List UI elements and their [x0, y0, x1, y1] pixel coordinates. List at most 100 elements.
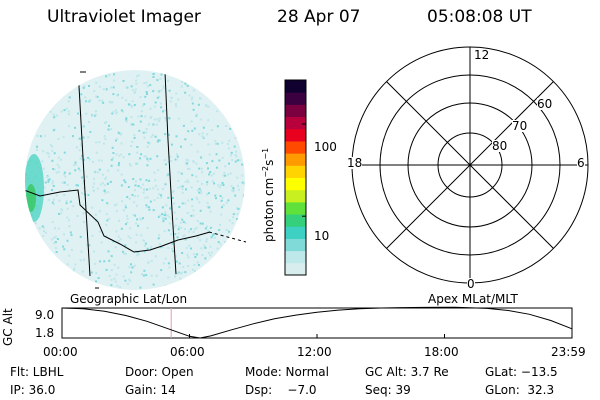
image-speckle — [70, 248, 73, 251]
image-speckle — [114, 280, 117, 283]
image-speckle — [114, 246, 117, 249]
image-speckle — [175, 158, 178, 161]
image-speckle — [179, 185, 182, 188]
image-speckle — [119, 238, 122, 241]
image-speckle — [196, 113, 198, 116]
image-speckle — [132, 213, 135, 216]
image-speckle — [47, 179, 50, 182]
image-speckle — [104, 122, 106, 124]
image-speckle — [149, 84, 152, 87]
altitude-xtick-label: 18:00 — [424, 345, 459, 359]
coastline-outside — [208, 231, 247, 243]
altitude-ytick-min: 1.8 — [35, 326, 55, 340]
altitude-xtick-label: 23:59 — [551, 345, 586, 359]
image-speckle — [67, 100, 70, 103]
image-speckle — [36, 145, 38, 148]
image-speckle — [216, 125, 219, 128]
image-speckle — [193, 228, 196, 231]
image-speckle — [164, 217, 167, 220]
image-speckle — [195, 253, 198, 256]
mlt-label-18: 18 — [347, 156, 363, 170]
image-speckle — [177, 186, 180, 189]
image-speckle — [109, 180, 112, 183]
image-speckle — [68, 254, 71, 257]
mlt-label-0: 0 — [467, 277, 475, 291]
image-speckle — [231, 222, 234, 225]
image-speckle — [190, 228, 193, 231]
image-speckle — [157, 139, 160, 142]
colorbar-cell — [285, 116, 306, 130]
image-speckle — [121, 96, 124, 99]
image-speckle — [136, 204, 138, 207]
image-speckle — [105, 223, 108, 226]
image-speckle — [98, 159, 100, 162]
image-speckle — [122, 80, 125, 82]
image-speckle — [169, 155, 172, 158]
image-speckle — [168, 266, 171, 269]
image-speckle — [177, 271, 180, 274]
altitude-xticks — [61, 334, 573, 338]
image-speckle — [177, 98, 180, 101]
image-speckle — [38, 227, 41, 230]
image-speckle — [205, 183, 208, 186]
colorbar-tick-label-100: 100 — [314, 140, 337, 154]
image-speckle — [84, 96, 87, 99]
image-speckle — [105, 176, 108, 179]
image-speckle — [158, 193, 161, 196]
image-speckle — [219, 195, 222, 197]
image-speckle — [235, 155, 238, 158]
image-speckle — [104, 178, 107, 180]
image-speckle — [237, 184, 239, 187]
image-speckle — [181, 252, 184, 254]
image-speckle — [122, 110, 124, 113]
image-speckle — [195, 114, 198, 117]
image-speckle — [98, 210, 101, 213]
image-speckle — [103, 184, 106, 187]
image-speckle — [106, 183, 109, 185]
colorbar-cell — [285, 153, 306, 166]
image-speckle — [72, 135, 74, 138]
image-speckle — [93, 90, 96, 93]
image-speckle — [49, 144, 52, 146]
image-speckle — [115, 210, 118, 213]
image-speckle — [117, 169, 120, 172]
image-speckle — [177, 232, 180, 235]
image-speckle — [145, 128, 148, 130]
image-speckle — [148, 208, 151, 211]
image-speckle — [153, 105, 156, 108]
image-speckle — [95, 141, 98, 144]
image-speckle — [111, 101, 114, 104]
image-speckle — [190, 247, 192, 250]
image-speckle — [193, 127, 196, 130]
colorbar-cell — [285, 214, 306, 227]
image-speckle — [111, 146, 114, 149]
image-speckle — [69, 231, 72, 234]
image-speckle — [55, 194, 58, 197]
image-speckle — [112, 93, 115, 96]
image-speckle — [225, 228, 228, 231]
date-label: 28 Apr 07 — [277, 7, 361, 27]
image-speckle — [174, 273, 177, 276]
image-speckle — [68, 125, 70, 128]
image-speckle — [191, 174, 194, 177]
image-speckle — [209, 254, 212, 257]
image-speckle — [136, 162, 139, 165]
image-speckle — [60, 212, 63, 215]
image-speckle — [77, 167, 80, 170]
image-speckle — [144, 242, 147, 245]
image-speckle — [54, 247, 57, 249]
image-speckle — [112, 86, 115, 89]
image-speckle — [89, 131, 92, 133]
image-speckle — [212, 233, 215, 236]
image-speckle — [152, 187, 155, 190]
image-speckle — [85, 112, 88, 115]
image-speckle — [128, 163, 131, 166]
image-speckle — [243, 182, 245, 185]
image-speckle — [131, 89, 134, 91]
colorbar-cell — [285, 80, 306, 93]
image-speckle — [184, 180, 187, 183]
image-speckle — [112, 110, 115, 113]
image-speckle — [238, 188, 240, 191]
image-speckle — [178, 262, 181, 265]
image-speckle — [190, 98, 193, 101]
